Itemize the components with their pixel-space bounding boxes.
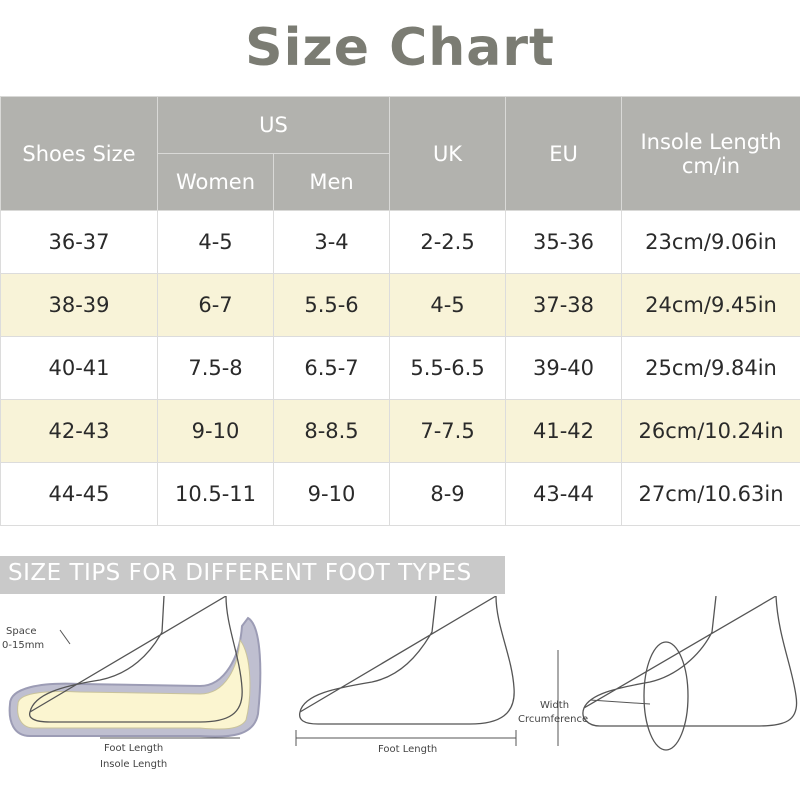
foot-length-label-1: Foot Length <box>104 743 163 754</box>
foot-length-label-2: Foot Length <box>378 744 437 755</box>
cell-men: 6.5-7 <box>272 336 391 400</box>
insole-top-icon <box>17 638 251 730</box>
table-row: 40-41 7.5-8 6.5-7 5.5-6.5 39-40 25cm/9.8… <box>0 336 800 400</box>
cell-insole: 27cm/10.63in <box>621 462 800 526</box>
cell-men: 9-10 <box>272 462 391 526</box>
foot-insole-diagram: Space 0-15mm Foot Length Insole Length <box>2 596 262 770</box>
cell-shoes: 38-39 <box>0 273 158 337</box>
space-value: 0-15mm <box>2 640 44 651</box>
cell-shoes: 44-45 <box>0 462 158 526</box>
cell-women: 10.5-11 <box>157 462 274 526</box>
cell-insole: 25cm/9.84in <box>621 336 800 400</box>
table-row: 44-45 10.5-11 9-10 8-9 43-44 27cm/10.63i… <box>0 462 800 526</box>
cell-women: 6-7 <box>157 273 274 337</box>
cell-eu: 37-38 <box>505 273 623 337</box>
circumference-ring-icon <box>643 641 689 751</box>
cell-insole: 23cm/9.06in <box>621 210 800 274</box>
cell-eu: 39-40 <box>505 336 623 400</box>
header-women: Women <box>157 153 274 211</box>
foot-outline-icon <box>28 596 243 723</box>
cell-men: 8-8.5 <box>272 399 391 463</box>
size-tips-title: SIZE TIPS FOR DIFFERENT FOOT TYPES <box>8 560 472 586</box>
page-title: Size Chart <box>245 18 555 78</box>
table-row: 36-37 4-5 3-4 2-2.5 35-36 23cm/9.06in <box>0 210 800 274</box>
foot-side-icon <box>298 596 515 725</box>
header-insole-line2: cm/in <box>681 153 741 178</box>
foot-length-diagram: Foot Length <box>295 596 517 755</box>
cell-women: 9-10 <box>157 399 274 463</box>
cell-men: 5.5-6 <box>272 273 391 337</box>
table-row: 38-39 6-7 5.5-6 4-5 37-38 24cm/9.45in <box>0 273 800 337</box>
header-us: US <box>156 96 391 154</box>
header-insole-line1: Insole Length <box>640 129 782 154</box>
cell-uk: 5.5-6.5 <box>389 336 507 400</box>
space-label: Space <box>6 626 36 637</box>
width-label: Width <box>540 700 569 711</box>
foot-front-icon <box>582 596 798 727</box>
header-eu: EU <box>505 96 623 211</box>
cell-uk: 4-5 <box>389 273 507 337</box>
cell-eu: 43-44 <box>505 462 623 526</box>
insole-length-label: Insole Length <box>100 759 167 770</box>
foot-diagrams: Space 0-15mm Foot Length Insole Length F… <box>2 596 798 770</box>
cell-shoes: 40-41 <box>0 336 158 400</box>
header-uk: UK <box>389 96 507 211</box>
size-chart-table: Shoes Size US UK EU Insole Length cm/in … <box>0 96 800 526</box>
cell-shoes: 36-37 <box>0 210 158 274</box>
header-men: Men <box>272 153 391 211</box>
cell-shoes: 42-43 <box>0 399 158 463</box>
cell-eu: 41-42 <box>505 399 623 463</box>
cell-uk: 2-2.5 <box>389 210 507 274</box>
circumference-label: Crcumference <box>518 714 588 725</box>
header-insole-length: Insole Length cm/in <box>621 96 800 211</box>
header-shoes-size: Shoes Size <box>0 96 158 211</box>
cell-insole: 24cm/9.45in <box>621 273 800 337</box>
cell-men: 3-4 <box>272 210 391 274</box>
cell-insole: 26cm/10.24in <box>621 399 800 463</box>
cell-eu: 35-36 <box>505 210 623 274</box>
table-row: 42-43 9-10 8-8.5 7-7.5 41-42 26cm/10.24i… <box>0 399 800 463</box>
cell-uk: 8-9 <box>389 462 507 526</box>
cell-women: 7.5-8 <box>157 336 274 400</box>
cell-uk: 7-7.5 <box>389 399 507 463</box>
foot-width-diagram: Width Crcumference <box>518 596 798 751</box>
cell-women: 4-5 <box>157 210 274 274</box>
size-tips-banner: SIZE TIPS FOR DIFFERENT FOOT TYPES <box>0 556 505 594</box>
